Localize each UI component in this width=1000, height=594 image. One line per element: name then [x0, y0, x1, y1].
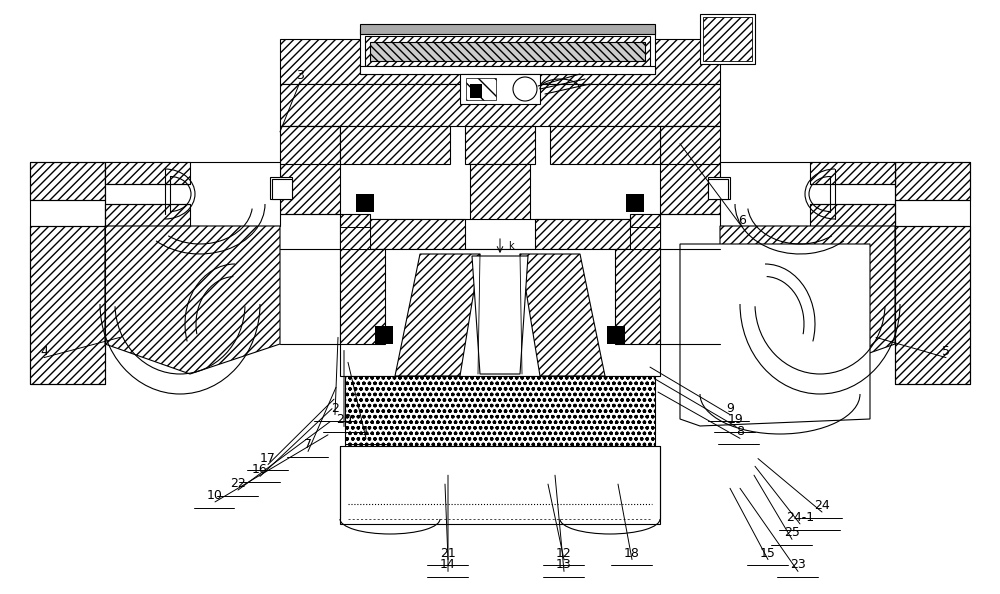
- Bar: [470, 84, 482, 98]
- Polygon shape: [340, 249, 385, 344]
- Polygon shape: [105, 162, 280, 226]
- Text: 4: 4: [40, 345, 48, 358]
- Bar: [375, 326, 393, 344]
- Bar: [272, 179, 292, 199]
- Polygon shape: [280, 126, 340, 214]
- Text: 13: 13: [556, 558, 572, 571]
- Bar: [460, 74, 540, 104]
- Polygon shape: [280, 84, 720, 126]
- Text: 7: 7: [304, 438, 312, 451]
- Polygon shape: [895, 226, 970, 384]
- Polygon shape: [370, 42, 645, 61]
- Text: 16: 16: [252, 463, 268, 476]
- Text: 24: 24: [814, 499, 830, 512]
- Polygon shape: [105, 226, 280, 374]
- Circle shape: [513, 77, 537, 101]
- Text: 17: 17: [260, 451, 276, 465]
- Polygon shape: [630, 214, 660, 249]
- Bar: [340, 227, 370, 249]
- Polygon shape: [710, 179, 728, 197]
- Text: 23: 23: [790, 558, 806, 571]
- Polygon shape: [30, 226, 105, 384]
- Text: 20: 20: [336, 413, 352, 426]
- Polygon shape: [340, 219, 660, 249]
- Text: 1: 1: [362, 425, 370, 438]
- Bar: [270, 177, 292, 199]
- Polygon shape: [340, 446, 660, 524]
- Polygon shape: [895, 162, 970, 200]
- Bar: [630, 227, 660, 249]
- Text: 15: 15: [760, 546, 776, 560]
- Text: k: k: [508, 241, 514, 251]
- Polygon shape: [470, 164, 530, 284]
- Bar: [360, 29, 655, 74]
- Polygon shape: [365, 36, 650, 66]
- Polygon shape: [272, 179, 290, 197]
- Text: 8: 8: [736, 425, 744, 438]
- Bar: [708, 177, 730, 199]
- Bar: [607, 326, 625, 344]
- Polygon shape: [105, 204, 190, 226]
- Polygon shape: [340, 214, 370, 249]
- Polygon shape: [703, 17, 752, 61]
- Text: 21: 21: [440, 546, 456, 560]
- Text: 10: 10: [207, 489, 223, 502]
- Bar: [708, 179, 728, 199]
- Text: 12: 12: [556, 546, 572, 560]
- Text: 2: 2: [331, 402, 339, 415]
- Text: 24-1: 24-1: [786, 511, 814, 524]
- Polygon shape: [30, 162, 105, 200]
- Polygon shape: [105, 162, 190, 184]
- Text: 14: 14: [440, 558, 456, 571]
- Bar: [360, 24, 655, 34]
- Polygon shape: [520, 254, 605, 376]
- Polygon shape: [465, 126, 535, 164]
- Polygon shape: [340, 249, 660, 376]
- Bar: [356, 194, 374, 212]
- Polygon shape: [472, 256, 528, 374]
- Polygon shape: [535, 219, 630, 249]
- Polygon shape: [660, 126, 720, 214]
- Text: 18: 18: [624, 546, 640, 560]
- Polygon shape: [810, 162, 895, 184]
- Polygon shape: [680, 244, 870, 426]
- Polygon shape: [720, 162, 895, 226]
- Bar: [700, 14, 755, 64]
- Polygon shape: [395, 254, 480, 376]
- Polygon shape: [345, 376, 655, 446]
- Polygon shape: [810, 204, 895, 226]
- Text: 22: 22: [230, 477, 246, 490]
- Bar: [626, 194, 644, 212]
- Polygon shape: [615, 249, 660, 344]
- Polygon shape: [720, 226, 895, 374]
- Text: 9: 9: [726, 402, 734, 415]
- Polygon shape: [340, 126, 450, 164]
- Text: 19: 19: [728, 413, 744, 426]
- Text: 3: 3: [296, 69, 304, 82]
- Polygon shape: [280, 39, 720, 84]
- Text: 25: 25: [784, 526, 800, 539]
- Text: 5: 5: [942, 345, 950, 358]
- Polygon shape: [550, 126, 660, 164]
- Bar: [466, 78, 496, 100]
- Polygon shape: [472, 284, 528, 376]
- Bar: [360, 66, 655, 74]
- Text: 6: 6: [738, 214, 746, 227]
- Polygon shape: [370, 219, 465, 249]
